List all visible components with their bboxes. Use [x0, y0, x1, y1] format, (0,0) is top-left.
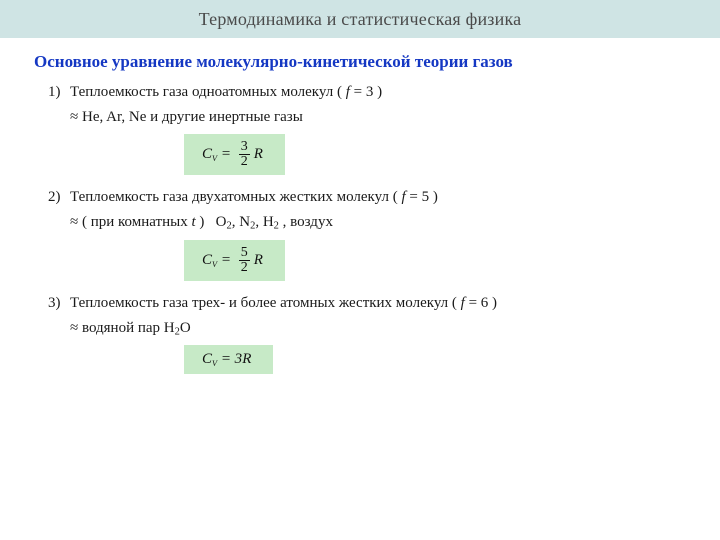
formula-block: CV = 52R [184, 240, 686, 281]
item-text: Теплоемкость газа одноатомных молекул ( … [70, 84, 686, 101]
header-banner: Термодинамика и статистическая физика [0, 0, 720, 38]
formula: CV = 52R [184, 240, 285, 281]
item-approx: ≈ He, Ar, Ne и другие инертные газы [70, 109, 686, 126]
item-approx: ≈ водяной пар H2O [70, 320, 686, 338]
list-item: 3) Теплоемкость газа трех- и более атомн… [48, 295, 686, 312]
item-number: 3) [48, 295, 70, 312]
section-subtitle: Основное уравнение молекулярно-кинетичес… [34, 52, 686, 72]
formula: CV = 3R [184, 345, 273, 374]
formula-block: CV = 32R [184, 134, 686, 175]
item-number: 1) [48, 84, 70, 101]
page-title: Термодинамика и статистическая физика [199, 9, 522, 30]
list-item: 2) Теплоемкость газа двухатомных жестких… [48, 189, 686, 206]
item-approx: ≈ ( при комнатных t ) O2, N2, H2 , возду… [70, 214, 686, 232]
list-item: 1) Теплоемкость газа одноатомных молекул… [48, 84, 686, 101]
item-text: Теплоемкость газа трех- и более атомных … [70, 295, 686, 312]
content-area: Основное уравнение молекулярно-кинетичес… [0, 38, 720, 374]
formula: CV = 32R [184, 134, 285, 175]
item-text: Теплоемкость газа двухатомных жестких мо… [70, 189, 686, 206]
formula-block: CV = 3R [184, 345, 686, 374]
item-number: 2) [48, 189, 70, 206]
